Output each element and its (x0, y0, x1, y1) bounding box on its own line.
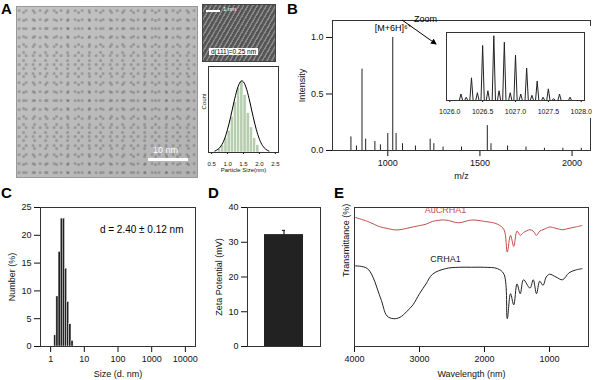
svg-text:d = 2.40 ± 0.12 nm: d = 2.40 ± 0.12 nm (100, 224, 184, 235)
svg-text:CRHA1: CRHA1 (430, 254, 461, 264)
svg-text:4000: 4000 (344, 354, 364, 364)
svg-text:20: 20 (21, 230, 31, 240)
svg-text:2.5: 2.5 (271, 161, 280, 167)
svg-text:Wavelength (nm): Wavelength (nm) (437, 369, 505, 379)
svg-text:0.5: 0.5 (311, 89, 324, 99)
svg-text:1500: 1500 (470, 158, 490, 168)
svg-text:10000: 10000 (173, 354, 198, 364)
svg-text:1.0: 1.0 (223, 160, 232, 167)
svg-text:3000: 3000 (409, 354, 429, 364)
svg-text:25: 25 (21, 202, 31, 212)
svg-text:1026.0: 1026.0 (439, 108, 461, 115)
html-text:B: B (287, 0, 298, 17)
html-text:Zoom: Zoom (414, 14, 437, 24)
svg-text:2000: 2000 (474, 354, 494, 364)
html-text:C: C (1, 184, 12, 201)
svg-text:2000: 2000 (562, 158, 582, 168)
svg-text:1: 1 (48, 354, 53, 364)
svg-text:AuCRHA1: AuCRHA1 (425, 205, 467, 215)
svg-text:10: 10 (228, 307, 238, 317)
svg-text:100: 100 (110, 354, 125, 364)
html-text:1 nm: 1 nm (223, 6, 237, 12)
svg-text:40: 40 (228, 202, 238, 212)
svg-text:Zeta Potential (mV): Zeta Potential (mV) (214, 238, 224, 316)
svg-text:1026.5: 1026.5 (472, 108, 494, 115)
svg-text:Intensity: Intensity (297, 68, 307, 102)
svg-text:15: 15 (21, 258, 31, 268)
svg-text:0: 0 (26, 341, 31, 351)
svg-text:1027.5: 1027.5 (538, 108, 560, 115)
svg-text:1000: 1000 (378, 158, 398, 168)
html-text:E: E (334, 184, 344, 201)
html-text:10 nm: 10 nm (153, 145, 178, 155)
svg-text:1028.0: 1028.0 (571, 108, 593, 115)
svg-text:1000: 1000 (539, 354, 559, 364)
svg-text:m/z: m/z (454, 171, 469, 181)
svg-text:Particle Size(nm): Particle Size(nm) (221, 167, 267, 173)
svg-text:Size (d. nm): Size (d. nm) (94, 369, 143, 379)
svg-text:1.0: 1.0 (311, 32, 324, 42)
svg-text:30: 30 (228, 237, 238, 247)
svg-text:10: 10 (79, 354, 89, 364)
svg-text:[M+6H]⁶⁺: [M+6H]⁶⁺ (375, 23, 411, 33)
svg-text:1.5: 1.5 (239, 160, 248, 167)
svg-text:1027.0: 1027.0 (505, 108, 527, 115)
svg-text:1000: 1000 (142, 354, 162, 364)
svg-text:Transmittance (%): Transmittance (%) (341, 204, 351, 277)
html-text:D: D (208, 184, 219, 201)
svg-text:2.0: 2.0 (255, 160, 264, 167)
svg-text:0: 0 (233, 341, 238, 351)
svg-text:20: 20 (228, 272, 238, 282)
svg-text:0.0: 0.0 (311, 145, 324, 155)
html-text:d(111)=0.25 nm: d(111)=0.25 nm (211, 48, 257, 55)
html-text:A: A (1, 0, 12, 17)
svg-text:10: 10 (21, 286, 31, 296)
svg-text:5: 5 (26, 314, 31, 324)
svg-text:0.5: 0.5 (208, 161, 217, 167)
svg-text:Count: Count (201, 93, 207, 109)
svg-text:Number (%): Number (%) (7, 253, 17, 302)
